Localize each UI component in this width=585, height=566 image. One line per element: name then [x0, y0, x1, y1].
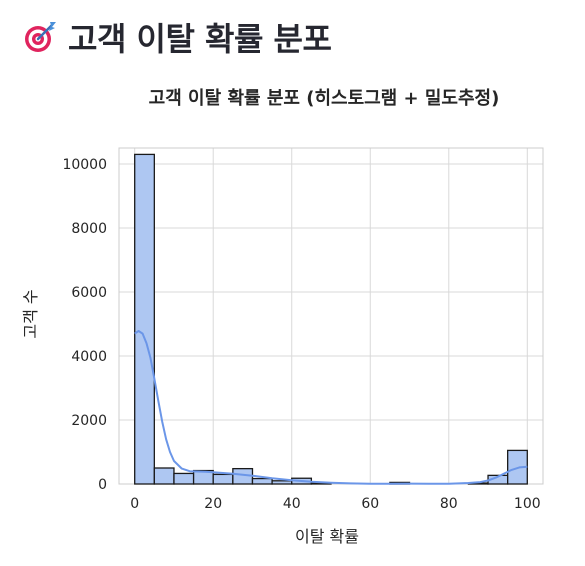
y-tick-label: 0: [98, 477, 107, 493]
histogram-bar: [153, 467, 175, 485]
x-tick-label: 60: [361, 496, 379, 512]
histogram-chart: 고객 이탈 확률 분포 (히스토그램 + 밀도추정) 0 20 40 60 80 1000…: [21, 88, 544, 546]
y-tick-label: 6000: [71, 285, 107, 301]
chart-title: 고객 이탈 확률 분포 (히스토그램 + 밀도추정): [149, 88, 500, 109]
x-tick-label: 0: [130, 496, 139, 512]
histogram-bar: [173, 472, 195, 485]
x-tick-label: 20: [204, 496, 222, 512]
x-tick-label: 40: [283, 496, 301, 512]
x-tick-label: 80: [440, 496, 458, 512]
histogram-bar: [134, 153, 155, 485]
axis-frame: [118, 147, 544, 485]
y-axis-label: 고객 수: [21, 289, 40, 338]
grid-lines: [119, 148, 543, 485]
y-tick-label: 8000: [71, 221, 107, 237]
page-title: 고객 이탈 확률 분포: [68, 20, 332, 58]
chart-container: 고객 이탈 확률 분포 (히스토그램 + 밀도추정) 0 20 40 60 80 100 0…: [0, 70, 585, 566]
histogram-bars: [134, 153, 528, 485]
histogram-bar: [212, 473, 234, 485]
target-dart-icon: [25, 22, 56, 52]
histogram-bar: [271, 480, 293, 485]
y-tick-label: 10000: [62, 157, 107, 173]
plot-frame: [118, 147, 544, 485]
tick-labels: 0 20 40 60 80 100 0 2000 4000 6000 8000 10000: [62, 157, 540, 512]
kde-curve: [134, 330, 528, 485]
kde-line: [134, 330, 528, 485]
y-tick-label: 2000: [71, 413, 107, 429]
page-header: 고객 이탈 확률 분포: [22, 14, 332, 60]
x-axis-label: 이탈 확률: [295, 527, 359, 546]
y-tick-label: 4000: [71, 349, 107, 365]
histogram-bar: [251, 477, 273, 485]
x-tick-label: 100: [514, 496, 541, 512]
